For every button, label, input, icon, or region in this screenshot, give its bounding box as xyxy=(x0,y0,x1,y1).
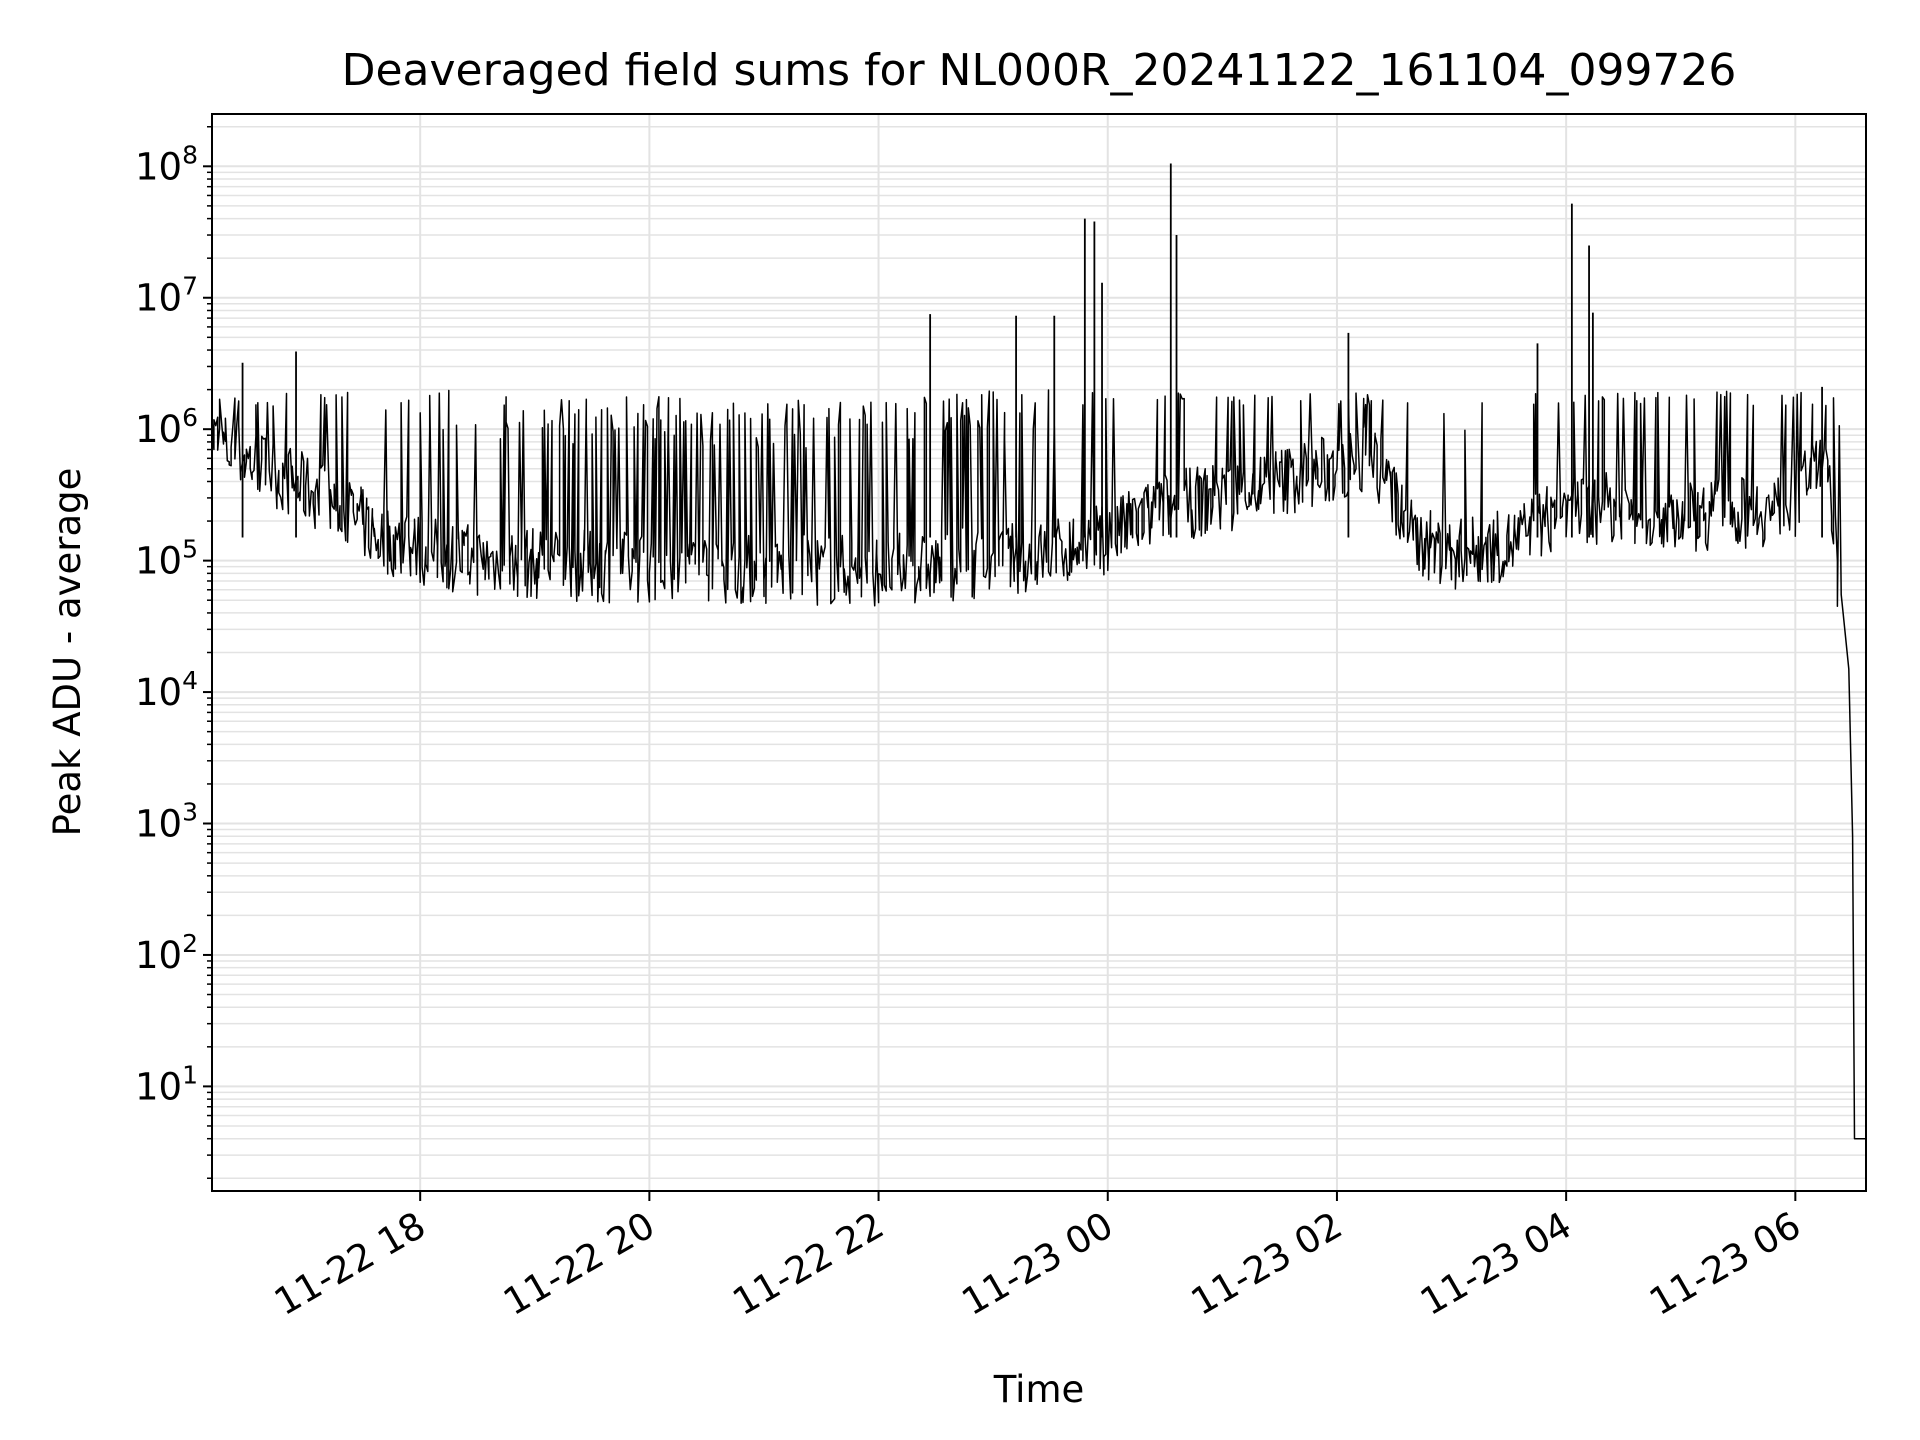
y-tick-label: 105 xyxy=(135,535,198,583)
y-tick-label: 104 xyxy=(135,666,198,714)
grid xyxy=(212,114,1866,1191)
y-tick-label: 101 xyxy=(135,1060,198,1108)
chart-title: Deaveraged field sums for NL000R_2024112… xyxy=(342,45,1737,96)
y-tick-label: 103 xyxy=(135,798,198,846)
series-line xyxy=(211,389,1866,1140)
y-tick-label: 102 xyxy=(135,929,198,977)
y-tick-label: 107 xyxy=(135,272,198,320)
y-tick-label: 106 xyxy=(135,403,198,451)
x-axis-label: Time xyxy=(993,1368,1085,1411)
plot-area xyxy=(211,163,1866,1140)
y-axis-label: Peak ADU - average xyxy=(46,468,89,837)
y-tick-label: 108 xyxy=(135,140,198,188)
y-axis: 101 102 103 104 105 106 107 108 xyxy=(135,125,212,1180)
